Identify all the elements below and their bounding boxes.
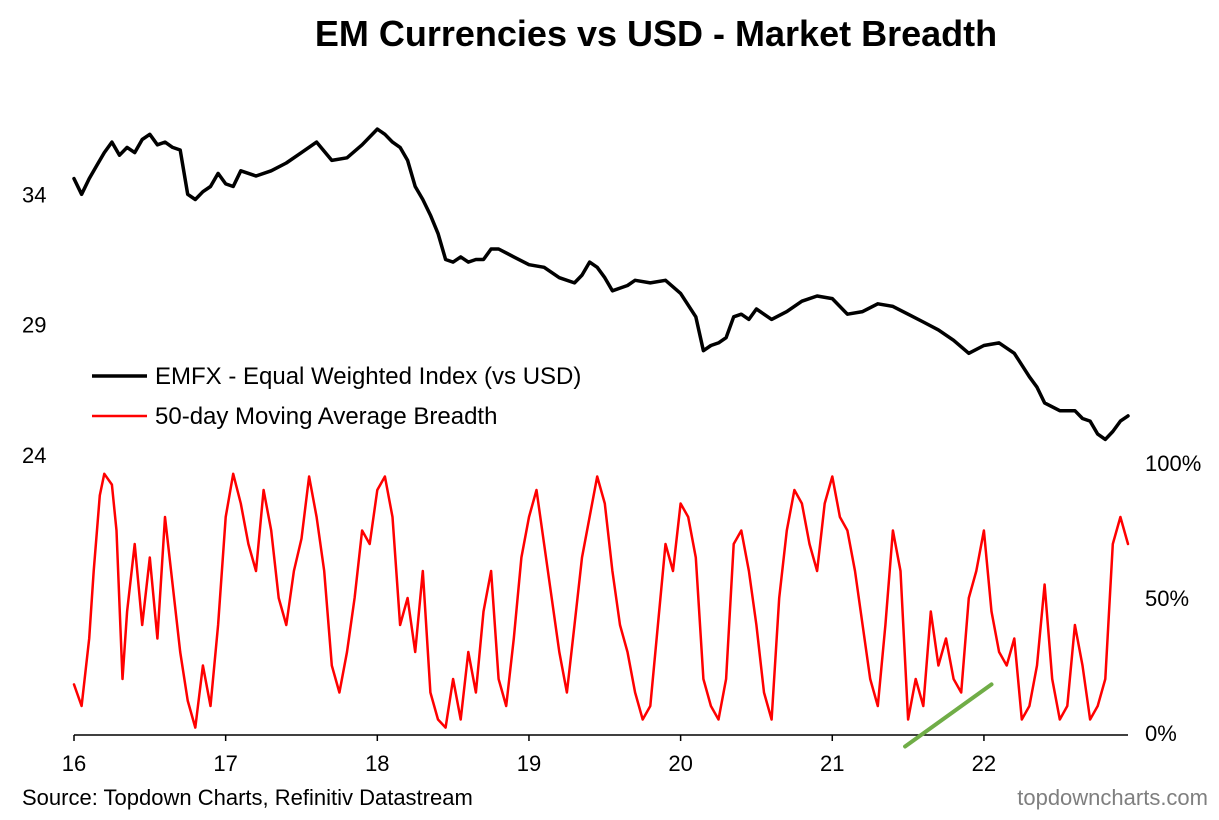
chart-title: EM Currencies vs USD - Market Breadth	[315, 13, 997, 54]
right-tick-label: 100%	[1145, 451, 1201, 476]
x-tick-label: 17	[213, 751, 237, 776]
x-tick-label: 19	[517, 751, 541, 776]
brand-watermark: topdowncharts.com	[1017, 785, 1208, 810]
x-tick-label: 22	[972, 751, 996, 776]
x-tick-label: 20	[668, 751, 692, 776]
x-tick-label: 21	[820, 751, 844, 776]
left-axis-ticks: 34 29 24	[22, 182, 46, 468]
breadth-line	[72, 472, 1130, 729]
legend-label-emfx: EMFX - Equal Weighted Index (vs USD)	[155, 363, 581, 390]
legend: EMFX - Equal Weighted Index (vs USD) 50-…	[92, 363, 581, 430]
emfx-index-line	[72, 127, 1130, 442]
right-axis-ticks: 100% 50% 0%	[1145, 451, 1201, 746]
legend-label-breadth: 50-day Moving Average Breadth	[155, 403, 497, 430]
source-note: Source: Topdown Charts, Refinitiv Datast…	[22, 785, 473, 810]
right-tick-label: 0%	[1145, 721, 1177, 746]
x-tick-label: 18	[365, 751, 389, 776]
series-layer	[72, 127, 1130, 749]
left-tick-label: 34	[22, 182, 46, 207]
left-tick-label: 24	[22, 443, 46, 468]
x-tick-label: 16	[62, 751, 86, 776]
right-tick-label: 50%	[1145, 586, 1189, 611]
breadth-trend-line	[903, 682, 994, 749]
left-tick-label: 29	[22, 313, 46, 338]
x-axis-ticks: 16 17 18 19 20 21 22	[62, 735, 996, 776]
